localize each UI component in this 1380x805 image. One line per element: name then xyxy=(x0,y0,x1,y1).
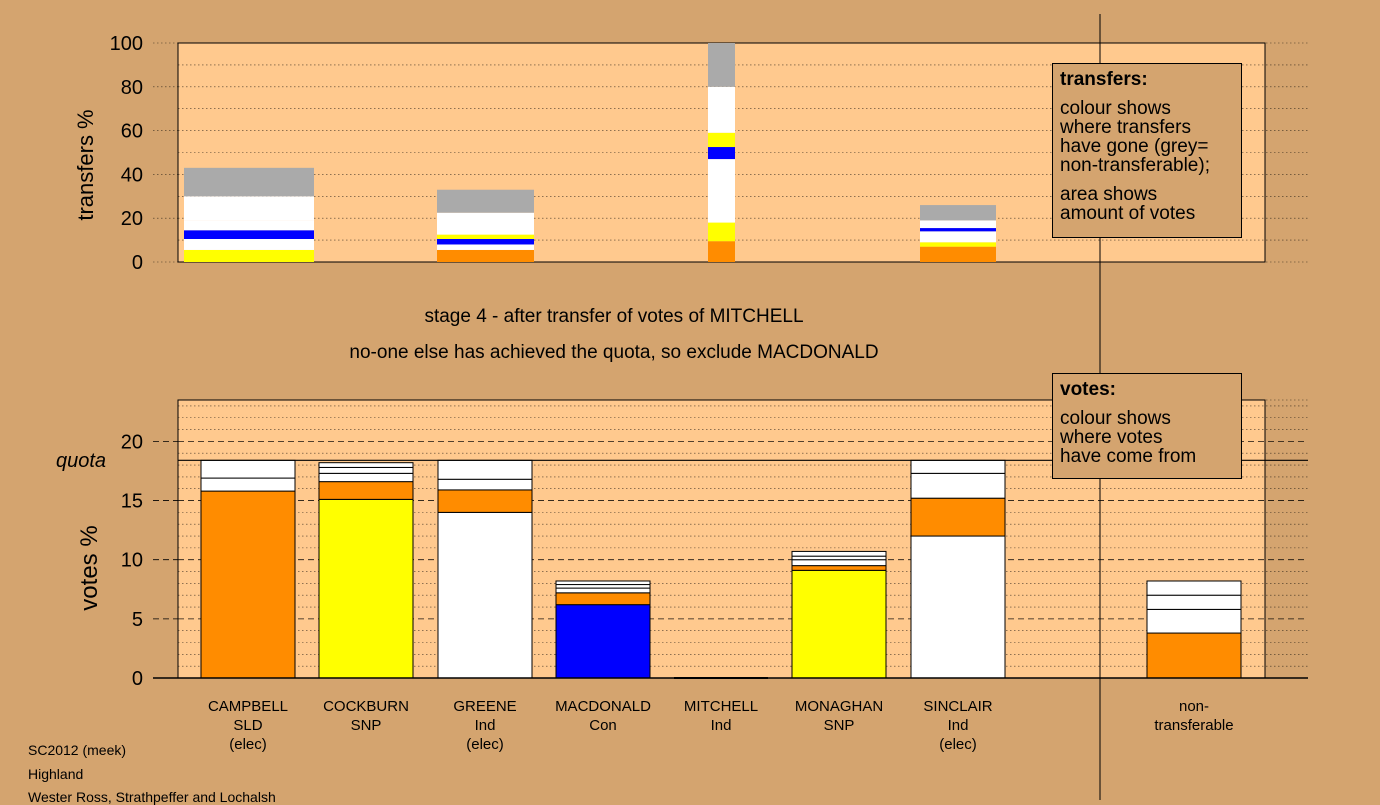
vote-segment xyxy=(318,462,414,468)
transfers-tick-label: 80 xyxy=(121,77,143,99)
transfer-segment xyxy=(920,242,996,247)
vote-segment xyxy=(318,481,414,500)
vote-segment xyxy=(1146,594,1242,610)
transfer-segment xyxy=(708,222,735,242)
candidate-label: non-transferable xyxy=(1154,698,1234,734)
votes-axis-label: votes % xyxy=(76,525,103,611)
vote-segment xyxy=(791,559,887,567)
vote-segment xyxy=(1146,580,1242,596)
vote-segment xyxy=(437,489,533,513)
vote-segment xyxy=(318,498,414,679)
transfer-segment xyxy=(920,246,996,262)
transfer-segment xyxy=(437,212,534,235)
vote-segment xyxy=(555,592,651,606)
stage-subtitle: no-one else has achieved the quota, so e… xyxy=(349,342,879,363)
transfers-tick-label: 0 xyxy=(132,252,143,274)
candidate-label: SINCLAIR Ind (elec) xyxy=(923,698,993,753)
candidate-label: COCKBURN SNP xyxy=(323,698,409,734)
transfer-segment xyxy=(708,86,735,133)
candidate-label: GREENE Ind (elec) xyxy=(453,698,517,753)
transfer-segment xyxy=(437,239,534,245)
vote-segment xyxy=(910,535,1006,679)
vote-segment xyxy=(555,580,651,586)
transfers-legend: transfers: colour shows where transfers … xyxy=(1052,63,1242,238)
transfer-segment xyxy=(184,239,314,250)
transfer-segment xyxy=(708,147,735,160)
transfer-segment xyxy=(184,220,314,231)
transfers-tick-label: 40 xyxy=(121,164,143,186)
vote-segment xyxy=(318,472,414,483)
transfers-tick-label: 100 xyxy=(110,33,143,55)
transfers-legend-title: transfers: xyxy=(1060,69,1148,90)
candidate-label: MACDONALD Con xyxy=(555,698,651,734)
transfer-segment xyxy=(920,228,996,232)
vote-segment xyxy=(910,472,1006,499)
vote-segment xyxy=(791,565,887,571)
transfer-segment xyxy=(437,189,534,213)
votes-tick-label: 0 xyxy=(132,668,143,690)
vote-segment xyxy=(791,550,887,557)
transfers-tick-label: 60 xyxy=(121,121,143,143)
vote-segment xyxy=(910,459,1006,474)
transfer-segment xyxy=(708,132,735,148)
vote-segment xyxy=(791,555,887,561)
transfer-segment xyxy=(920,231,996,243)
vote-segment xyxy=(437,511,533,679)
vote-segment xyxy=(200,490,296,679)
transfers-tick-label: 20 xyxy=(121,208,143,230)
vote-segment xyxy=(437,459,533,480)
vote-segment xyxy=(555,587,651,594)
footer-council: Highland xyxy=(28,766,84,782)
transfer-segment xyxy=(437,244,534,250)
transfer-segment xyxy=(708,159,735,223)
vote-segment xyxy=(791,569,887,679)
transfers-legend-para1: colour shows where transfers have gone (… xyxy=(1060,98,1210,176)
votes-legend-para1: colour shows where votes have come from xyxy=(1060,408,1197,467)
vote-segment xyxy=(910,497,1006,537)
footer-election: SC2012 (meek) xyxy=(28,742,127,758)
transfers-legend-para2: area shows amount of votes xyxy=(1060,184,1196,224)
votes-legend-title: votes: xyxy=(1060,379,1116,400)
transfer-segment xyxy=(920,220,996,229)
transfer-segment xyxy=(708,43,735,87)
quota-label: quota xyxy=(56,450,107,472)
vote-segment xyxy=(200,459,296,479)
vote-segment xyxy=(1146,632,1242,679)
vote-segment xyxy=(200,477,296,492)
vote-segment xyxy=(1146,608,1242,634)
votes-tick-label: 20 xyxy=(121,431,143,453)
candidate-label: MITCHELL Ind xyxy=(683,698,759,734)
votes-tick-label: 5 xyxy=(132,609,143,631)
votes-legend: votes: colour shows where votes have com… xyxy=(1052,373,1242,479)
vote-segment xyxy=(437,478,533,491)
transfer-segment xyxy=(184,230,314,240)
vote-segment xyxy=(318,466,414,474)
vote-segment xyxy=(555,604,651,679)
transfer-segment xyxy=(920,205,996,221)
candidate-label: CAMPBELL SLD (elec) xyxy=(207,698,289,753)
vote-segment xyxy=(555,584,651,589)
candidate-label: MONAGHAN SNP xyxy=(794,698,884,734)
transfer-segment xyxy=(437,249,534,262)
votes-tick-label: 15 xyxy=(121,491,143,513)
footer-ward: Wester Ross, Strathpeffer and Lochalsh xyxy=(28,789,276,805)
transfers-axis-label: transfers % xyxy=(73,109,98,221)
votes-tick-label: 10 xyxy=(121,550,143,572)
transfer-segment xyxy=(184,249,314,262)
stage-title: stage 4 - after transfer of votes of MIT… xyxy=(424,306,804,327)
transfer-segment xyxy=(437,234,534,240)
transfer-segment xyxy=(708,241,735,262)
transfer-segment xyxy=(184,167,314,197)
transfer-segment xyxy=(184,196,314,221)
